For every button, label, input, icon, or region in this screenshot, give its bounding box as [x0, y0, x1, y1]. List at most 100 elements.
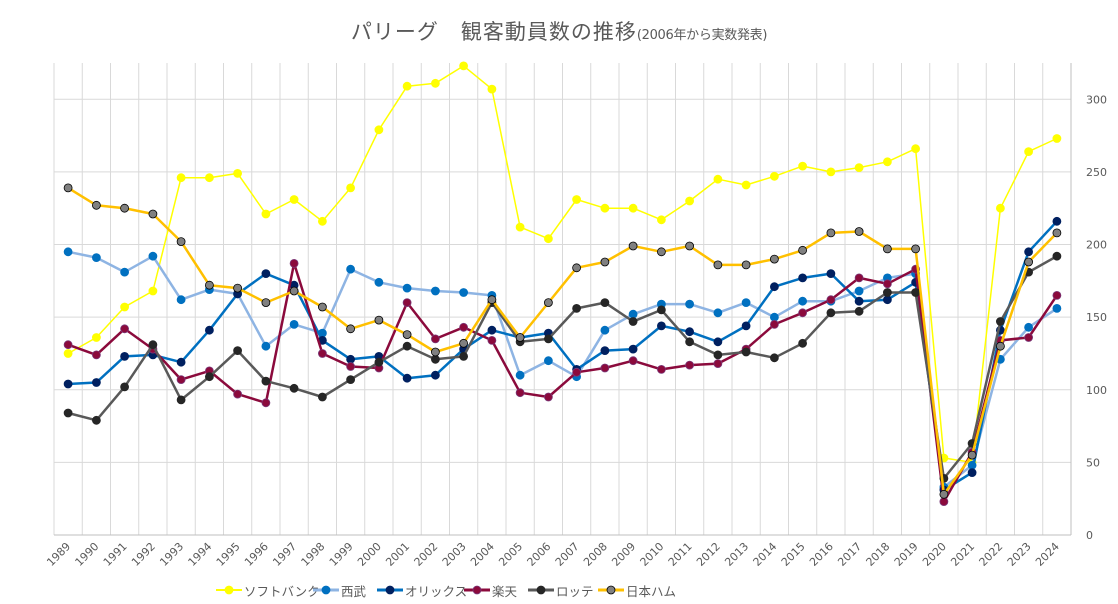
legend-item: 西武	[313, 579, 366, 601]
data-point	[374, 125, 384, 135]
data-point	[515, 388, 525, 398]
data-point	[826, 228, 836, 238]
data-point	[430, 286, 440, 296]
x-tick-label: 2006	[525, 540, 554, 569]
x-tick-label: 2008	[581, 540, 610, 569]
data-point	[883, 288, 892, 297]
y-tick-label: 150	[1086, 311, 1107, 324]
data-point	[346, 264, 356, 274]
x-tick-label: 2022	[977, 540, 1006, 569]
legend-item: 日本ハム	[598, 579, 676, 601]
y-tick-label: 300	[1086, 93, 1107, 106]
legend: ソフトバンク 西武 オリックス 楽天 ロッテ 日本ハム	[0, 579, 1118, 601]
data-point	[120, 203, 129, 213]
data-point	[63, 340, 73, 350]
data-point	[798, 308, 807, 318]
data-point	[685, 196, 694, 206]
data-point	[430, 334, 440, 344]
data-point	[798, 161, 807, 171]
data-point	[148, 209, 158, 219]
data-point	[939, 497, 949, 507]
data-point	[204, 372, 214, 382]
x-tick-label: 2011	[666, 540, 695, 569]
data-point	[515, 370, 525, 380]
series-line	[67, 250, 1058, 489]
data-point	[854, 273, 864, 283]
x-tick-label: 2013	[722, 540, 751, 569]
x-tick-label: 2002	[412, 540, 441, 569]
data-point	[628, 309, 638, 319]
data-point	[261, 376, 271, 386]
legend-label: 西武	[341, 583, 367, 599]
data-point	[459, 338, 469, 348]
data-point	[685, 299, 694, 309]
x-tick-label: 2009	[609, 540, 638, 569]
data-point	[120, 267, 129, 277]
data-point	[826, 308, 836, 318]
data-point	[628, 344, 638, 354]
chart-subtitle: (2006年から実数発表)	[636, 28, 768, 43]
data-point	[770, 254, 779, 264]
data-point	[1052, 216, 1062, 226]
data-point	[402, 283, 412, 293]
data-point	[459, 61, 469, 71]
chart-title-main: パリーグ 観客動員数の推移	[350, 20, 637, 44]
x-tick-label: 2012	[694, 540, 723, 569]
data-point	[487, 325, 497, 335]
legend-swatch-icon	[464, 585, 490, 595]
data-point	[233, 168, 243, 178]
y-tick-label: 0	[1086, 529, 1093, 542]
data-point	[657, 247, 666, 257]
data-point	[289, 195, 299, 204]
data-point	[1052, 251, 1062, 261]
data-point	[713, 350, 723, 360]
legend-item: 楽天	[464, 579, 517, 601]
data-point	[826, 295, 836, 305]
series-line	[67, 255, 1058, 480]
data-point	[92, 378, 101, 387]
data-point	[459, 322, 469, 332]
legend-item: ロッテ	[528, 579, 594, 601]
data-point	[883, 244, 892, 254]
y-axis-ticks: 0 50 100 150 200 250 300	[1086, 93, 1107, 542]
y-tick-label: 250	[1086, 166, 1107, 179]
data-point	[515, 222, 525, 232]
data-point	[261, 209, 271, 219]
data-point	[63, 247, 73, 257]
x-tick-label: 2001	[383, 540, 412, 569]
data-point	[657, 305, 666, 315]
data-point	[741, 321, 751, 331]
legend-swatch-icon	[313, 585, 339, 595]
x-tick-label: 2005	[496, 540, 525, 569]
legend-label: ロッテ	[556, 583, 594, 599]
data-point	[854, 286, 864, 296]
x-tick-label: 1989	[44, 540, 73, 569]
data-point	[572, 367, 581, 377]
data-point	[459, 288, 469, 297]
data-point	[770, 282, 779, 292]
data-point	[430, 354, 440, 364]
chart-title: パリーグ 観客動員数の推移(2006年から実数発表)	[0, 16, 1118, 46]
series-layer	[63, 61, 1062, 507]
data-point	[1024, 147, 1033, 157]
x-tick-label: 1995	[214, 540, 243, 569]
data-point	[770, 319, 779, 329]
data-point	[572, 195, 581, 204]
data-point	[402, 341, 412, 351]
data-point	[430, 347, 440, 357]
data-point	[1052, 303, 1062, 313]
data-point	[120, 351, 129, 361]
legend-label: ソフトバンク	[244, 583, 320, 599]
x-tick-label: 2019	[892, 540, 921, 569]
data-point	[798, 338, 807, 348]
data-point	[996, 203, 1005, 213]
data-point	[374, 357, 384, 367]
data-point	[713, 174, 723, 184]
data-point	[685, 360, 694, 370]
data-point	[544, 334, 553, 344]
data-point	[233, 389, 243, 399]
data-point	[63, 183, 73, 193]
data-point	[487, 335, 497, 345]
x-axis-ticks: 1989 1990 1991 1992 1993 1994 1995 1996 1997 1998…	[44, 540, 1062, 569]
